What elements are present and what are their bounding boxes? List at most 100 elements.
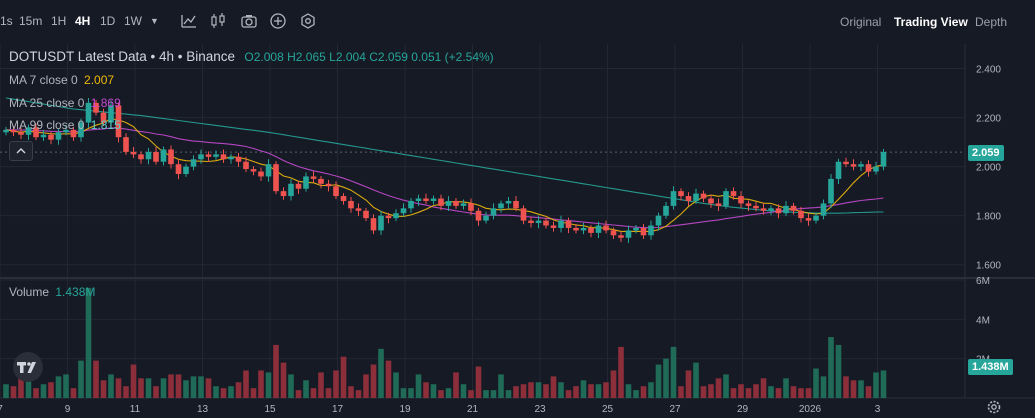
ohlc-readout: O2.008 H2.065 L2.004 C2.059 0.051 (+2.54… [244, 50, 493, 64]
candle-body [535, 220, 542, 224]
camera-icon[interactable] [240, 12, 258, 30]
x-tick-label: 2026 [799, 404, 822, 415]
candle-body [310, 176, 317, 179]
chart-type-icon[interactable] [209, 12, 227, 30]
candle-body [145, 151, 152, 160]
volume-bar [850, 380, 857, 398]
candle-body [183, 166, 189, 174]
volume-label: Volume [9, 285, 50, 299]
candle-body [648, 225, 654, 236]
candle-body [250, 169, 257, 172]
volume-bar [175, 374, 182, 398]
volume-bar [513, 386, 519, 398]
volume-bar [273, 344, 279, 398]
volume-bar [85, 287, 92, 398]
volume-bar [370, 364, 377, 398]
timeframe-1d[interactable]: 1D [100, 14, 116, 28]
candle-body [228, 156, 234, 160]
candle-body [340, 196, 347, 201]
ma25-label: MA 25 close 0 [9, 96, 85, 110]
candle-body [693, 193, 699, 201]
legend-ma7[interactable]: MA 7 close 0 2.007 [9, 73, 114, 87]
timeframe-1h[interactable]: 1H [51, 14, 67, 28]
indicator-icon[interactable] [180, 12, 198, 30]
volume-bar [355, 390, 362, 398]
volume-bar [198, 376, 204, 398]
candle-body [880, 151, 887, 167]
collapse-legend-button[interactable] [9, 141, 33, 161]
legend-ma99[interactable]: MA 99 close 0 1.815 [9, 118, 121, 132]
volume-bar [580, 380, 587, 398]
candle-body [55, 132, 62, 140]
volume-bar [775, 388, 782, 398]
candle-body [295, 183, 302, 189]
settings-icon[interactable] [299, 12, 317, 30]
volume-bar [745, 388, 752, 398]
candle-body [723, 191, 729, 206]
volume-bar [633, 390, 639, 398]
candle-body [63, 129, 69, 133]
legend-ma25[interactable]: MA 25 close 0 1.869 [9, 96, 121, 110]
volume-bar [25, 372, 32, 398]
candle-body [400, 208, 407, 214]
candle-body [108, 105, 114, 123]
candle-body [558, 220, 564, 228]
volume-bar [123, 386, 129, 398]
volume-bar [40, 384, 47, 398]
timeframe-dropdown-icon[interactable]: ▼ [150, 16, 159, 26]
view-original[interactable]: Original [840, 15, 882, 29]
add-icon[interactable] [269, 12, 287, 30]
close-value: 2.059 [377, 50, 408, 64]
candle-body [498, 203, 504, 209]
volume-bar [258, 370, 264, 398]
volume-bar [453, 372, 459, 398]
price-tick-label: 1.600 [976, 261, 1001, 272]
volume-bar [873, 372, 879, 398]
candle-body [303, 176, 309, 189]
volume-bar [33, 388, 39, 398]
timeframe-1w[interactable]: 1W [124, 14, 142, 28]
candle-body [445, 200, 452, 206]
view-depth[interactable]: Depth [975, 15, 1008, 29]
volume-bar [708, 384, 714, 398]
volume-bar [543, 384, 549, 398]
view-trading-view[interactable]: Trading View [894, 15, 968, 29]
chart-settings-gear-icon[interactable] [985, 398, 1003, 416]
ma7-label: MA 7 close 0 [9, 73, 78, 87]
axes[interactable]: 7 9 11 13 15 17 19 21 23 25 27 29 2026 3 2.400 2.200 2.0… [0, 65, 1001, 415]
candle-body [783, 205, 789, 214]
ma25-line [6, 127, 884, 229]
legend-volume: Volume 1.438M [9, 285, 95, 299]
timeframe-4h[interactable]: 4H [75, 14, 91, 28]
volume-bar [438, 390, 444, 398]
volume-bar [558, 382, 564, 398]
volume-bar [93, 360, 99, 398]
volume-bar [813, 368, 819, 398]
candle-body [603, 225, 609, 231]
volume-bar [865, 386, 872, 398]
candle-body [138, 154, 144, 160]
volume-bar [18, 378, 24, 398]
change-value: 0.051 (+2.54%) [411, 50, 494, 64]
tradingview-logo-icon[interactable] [8, 352, 48, 382]
candle-body [273, 164, 279, 192]
timeframe-15m[interactable]: 15m [19, 14, 43, 28]
volume-bar [820, 376, 827, 398]
volume-bar [348, 386, 354, 398]
volume-bar [250, 388, 257, 398]
volume-bar [265, 372, 272, 398]
last-price-badge: 2.059 [968, 145, 1004, 161]
timeframe-1s[interactable]: 1s [0, 14, 13, 28]
candle-body [850, 164, 857, 167]
candle-body [828, 178, 834, 204]
volume-bar [858, 380, 864, 398]
volume-bar [55, 376, 62, 398]
candle-body [768, 208, 774, 211]
ma99-line [5, 97, 884, 214]
candle-body [655, 215, 662, 226]
volume-bar [393, 372, 399, 398]
volume-bar [805, 388, 812, 398]
volume-bar [213, 386, 219, 398]
candle-body [760, 208, 767, 211]
